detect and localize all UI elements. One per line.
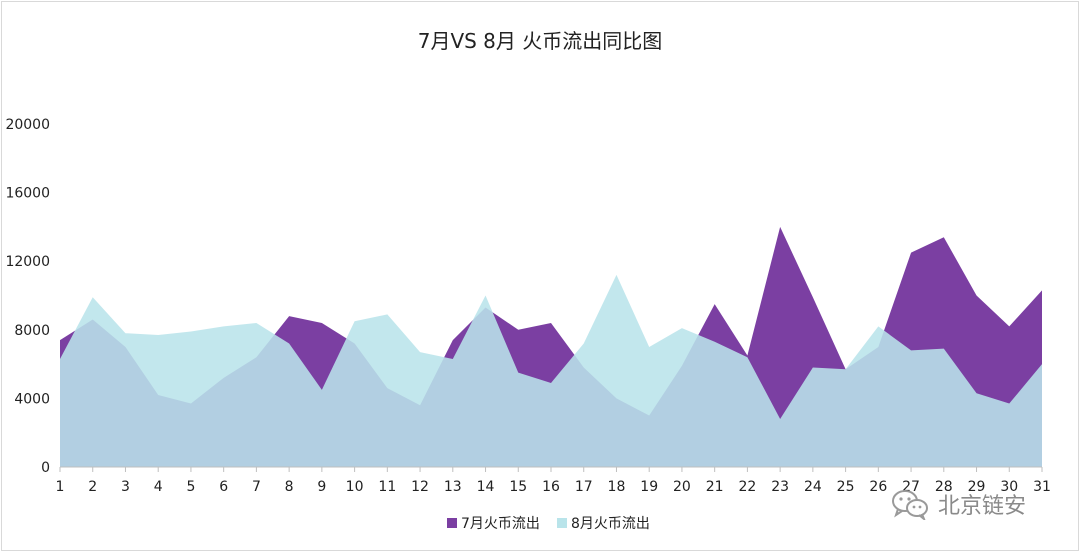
x-tick-label: 1 [56,479,65,495]
x-tick-label: 10 [346,479,364,495]
x-tick-label: 18 [608,479,626,495]
chart-title: 7月VS 8月 火币流出同比图 [418,29,663,53]
x-tick-label: 16 [542,479,560,495]
x-tick-label: 15 [509,479,527,495]
y-tick-label: 4000 [14,391,50,407]
x-tick-label: 21 [706,479,724,495]
y-tick-label: 12000 [5,254,50,270]
x-tick-label: 29 [968,479,986,495]
x-tick-label: 19 [640,479,658,495]
legend-label-1: 7月火币流出 [461,516,540,532]
x-tick-label: 2 [88,479,97,495]
x-tick-label: 12 [411,479,429,495]
x-tick-label: 9 [317,479,326,495]
y-tick-label: 20000 [5,117,50,133]
watermark-text: 北京链安 [938,494,1027,519]
wechat-icon [892,490,928,520]
x-tick-label: 22 [738,479,756,495]
x-tick-label: 5 [186,479,195,495]
legend-swatch-1 [447,518,457,528]
x-tick-label: 24 [804,479,822,495]
x-tick-label: 28 [935,479,953,495]
legend-label-2: 8月火币流出 [571,516,650,532]
watermark: 北京链安 [890,484,1026,524]
x-tick-label: 23 [771,479,789,495]
x-tick-label: 8 [285,479,294,495]
x-tick-label: 26 [869,479,887,495]
x-tick-label: 14 [477,479,495,495]
x-tick-label: 3 [121,479,130,495]
x-tick-label: 7 [252,479,261,495]
x-tick-label: 31 [1033,479,1051,495]
x-tick-label: 4 [154,479,163,495]
x-tick-label: 13 [444,479,462,495]
x-tick-label: 17 [575,479,593,495]
x-tick-label: 6 [219,479,228,495]
y-tick-label: 16000 [5,186,50,202]
x-tick-label: 25 [837,479,855,495]
x-tick-label: 30 [1000,479,1018,495]
y-tick-label: 0 [41,460,50,476]
legend-swatch-2 [557,518,567,528]
series-area-2 [60,274,1042,467]
x-tick-label: 20 [673,479,691,495]
y-tick-label: 8000 [14,323,50,339]
x-tick-label: 11 [378,479,396,495]
